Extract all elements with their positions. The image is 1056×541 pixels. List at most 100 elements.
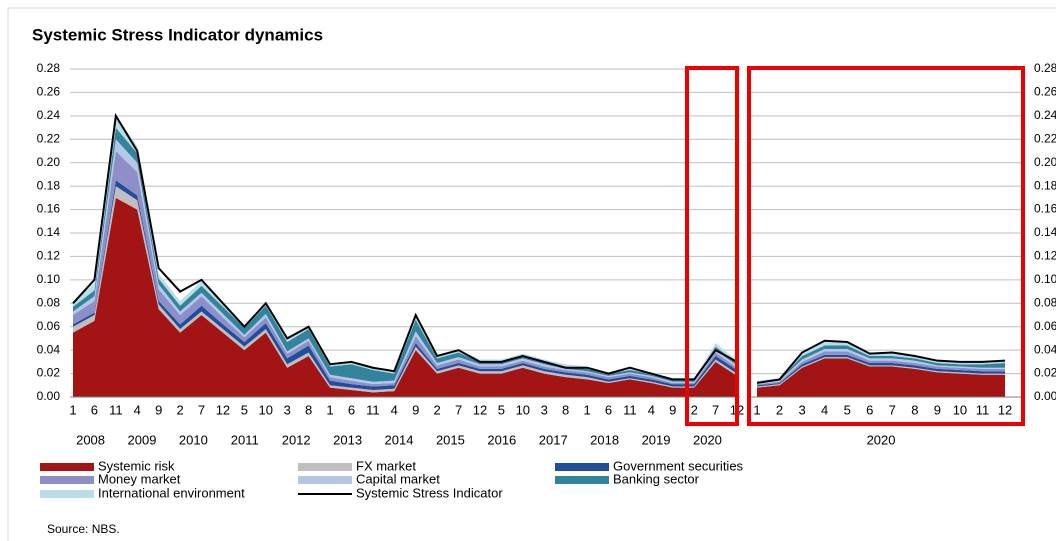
y-tick-label: 0.04 — [37, 342, 61, 356]
stacked-area — [757, 354, 1006, 387]
y-tick-label: 0.14 — [37, 225, 61, 239]
y-tick-label: 0.06 — [37, 319, 61, 333]
x-tick-label: 6 — [605, 402, 612, 417]
x-tick-label: 1 — [583, 402, 590, 417]
y-tick-label: 0.12 — [37, 249, 61, 263]
x-tick-label: 9 — [934, 402, 941, 417]
y-tick-label: 0.02 — [1034, 366, 1056, 380]
x-tick-label: 4 — [134, 402, 141, 417]
legend-label: International environment — [98, 485, 245, 500]
x-tick-label: 7 — [455, 402, 462, 417]
y-tick-label: 0.18 — [1034, 178, 1056, 192]
y-tick-label: 0.28 — [37, 61, 61, 75]
source: Source: NBS. — [47, 522, 120, 536]
x-tick-label: 3 — [284, 402, 291, 417]
y-tick-label: 0.12 — [1034, 249, 1056, 263]
year-label: 2014 — [385, 432, 414, 447]
y-tick-label: 0.20 — [1034, 155, 1056, 169]
x-tick-label: 8 — [305, 402, 312, 417]
x-tick-label: 3 — [798, 402, 805, 417]
legend-swatch — [298, 476, 352, 484]
y-tick-label: 0.16 — [1034, 202, 1056, 216]
y-tick-label: 0.16 — [37, 202, 61, 216]
y-tick-label: 0.08 — [1034, 295, 1056, 309]
year-label: 2015 — [436, 432, 465, 447]
y-tick-label: 0.00 — [1034, 389, 1056, 403]
x-tick-label: 11 — [623, 402, 637, 417]
x-tick-label: 12 — [998, 402, 1012, 417]
x-tick-label: 11 — [976, 402, 990, 417]
y-tick-label: 0.02 — [37, 366, 61, 380]
legend-label: Capital market — [356, 471, 440, 486]
legend-label: Government securities — [613, 458, 744, 473]
year-label: 2019 — [642, 432, 671, 447]
legend-label: Money market — [98, 471, 181, 486]
x-tick-label: 9 — [155, 402, 162, 417]
x-tick-label: 6 — [866, 402, 873, 417]
y-tick-label: 0.04 — [1034, 342, 1056, 356]
legend-swatch — [40, 490, 94, 498]
year-label: 2011 — [231, 432, 259, 447]
x-tick-label: 1 — [753, 402, 760, 417]
x-tick-label: 12 — [473, 402, 487, 417]
legend-swatch — [298, 463, 352, 471]
year-label: 2017 — [539, 432, 568, 447]
y-tick-label: 0.20 — [37, 155, 61, 169]
stacked-area — [757, 357, 1006, 388]
legend-swatch — [40, 463, 94, 471]
stress-indicator-line — [72, 112, 738, 381]
x-tick-label: 2 — [691, 402, 698, 417]
plots: 0.00 0.02 0.04 0.06 0.08 0.10 0.12 0.14 0.16 0.18… — [37, 61, 1056, 500]
x-tick-label: 10 — [259, 402, 273, 417]
x-tick-label: 1 — [326, 402, 333, 417]
legend-swatch — [40, 476, 94, 484]
legend-swatch — [555, 463, 609, 471]
x-tick-label: 2 — [176, 402, 183, 417]
legend-label: Systemic risk — [98, 458, 175, 473]
x-tick-label: 3 — [541, 402, 548, 417]
stacked-area — [757, 358, 1006, 397]
y-tick-label: 0.14 — [1034, 225, 1056, 239]
x-tick-label: 5 — [241, 402, 248, 417]
highlight-box — [747, 66, 1025, 426]
x-tick-label: 1 — [69, 402, 76, 417]
year-label: 2012 — [282, 432, 311, 447]
legend-label: FX market — [356, 458, 416, 473]
y-tick-label: 0.22 — [37, 131, 61, 145]
x-tick-label: 11 — [109, 402, 123, 417]
x-tick-label: 11 — [366, 402, 380, 417]
year-label: 2009 — [128, 432, 157, 447]
year-label: 2008 — [76, 432, 105, 447]
x-tick-label: 2 — [434, 402, 441, 417]
x-tick-label: 7 — [712, 402, 719, 417]
chart-title: Systemic Stress Indicator dynamics — [32, 25, 323, 44]
year-label: 2018 — [590, 432, 619, 447]
y-tick-label: 0.26 — [37, 85, 61, 99]
x-tick-label: 5 — [498, 402, 505, 417]
x-tick-label: 2 — [776, 402, 783, 417]
stacked-area — [757, 348, 1006, 385]
highlight-box — [685, 66, 739, 426]
y-tick-label: 0.24 — [1034, 108, 1056, 122]
y-tick-label: 0.10 — [1034, 272, 1056, 286]
x-tick-label: 4 — [821, 402, 828, 417]
legend-label: Banking sector — [613, 471, 700, 486]
year-label: 2013 — [333, 432, 362, 447]
stacked-area — [73, 197, 738, 397]
x-tick-label: 9 — [669, 402, 676, 417]
x-tick-label: 8 — [562, 402, 569, 417]
x-tick-label: 7 — [198, 402, 205, 417]
x-tick-label: 10 — [516, 402, 530, 417]
x-tick-label: 10 — [953, 402, 967, 417]
y-tick-label: 0.22 — [1034, 131, 1056, 145]
year-label: 2020 — [693, 432, 722, 447]
frame — [7, 7, 1056, 541]
x-tick-label: 6 — [348, 402, 355, 417]
x-tick-label: 9 — [412, 402, 419, 417]
y-tick-label: 0.24 — [37, 108, 61, 122]
y-tick-label: 0.28 — [1034, 61, 1056, 75]
stacked-area — [757, 345, 1006, 383]
x-tick-label: 6 — [91, 402, 98, 417]
year-label: 2010 — [179, 432, 208, 447]
